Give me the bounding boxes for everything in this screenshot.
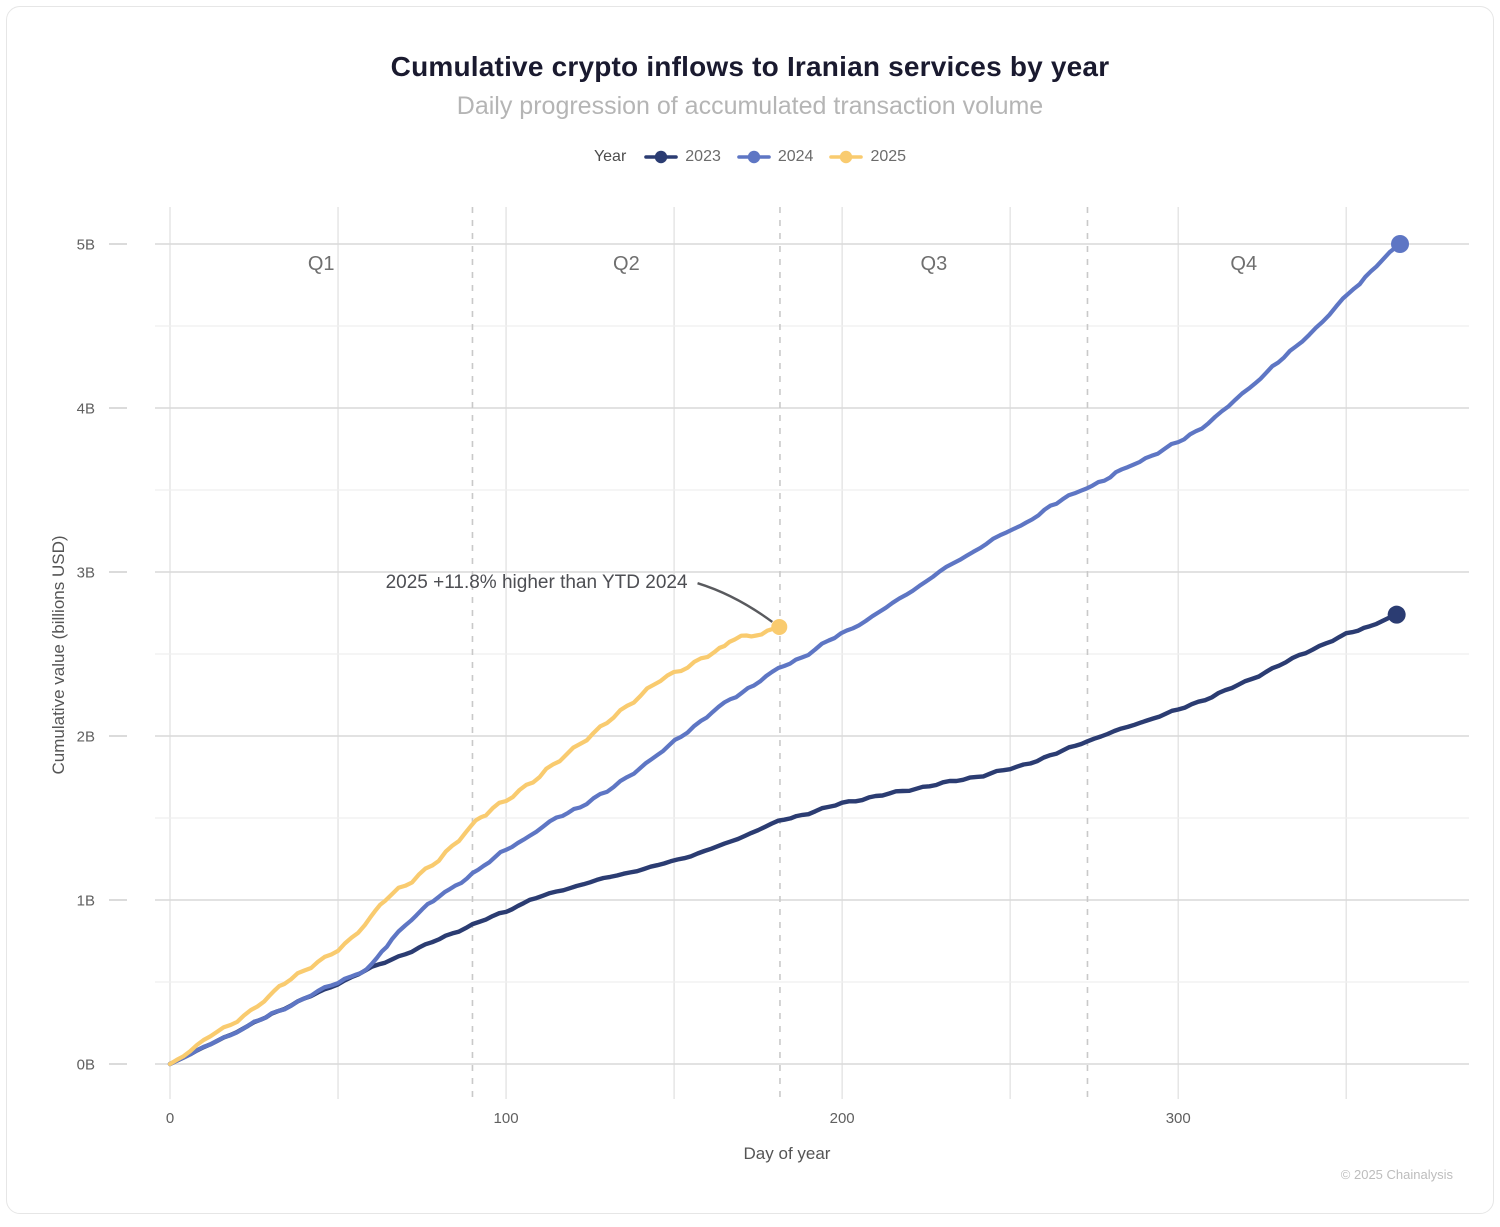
series-line-2024: [167, 241, 1403, 1067]
chart-title: Cumulative crypto inflows to Iranian ser…: [390, 51, 1110, 82]
legend-marker-icon: [829, 150, 864, 164]
legend-item-2025[interactable]: 2025: [829, 148, 906, 166]
chart-subtitle: Daily progression of accumulated transac…: [456, 92, 1044, 120]
legend-item-2024[interactable]: 2024: [737, 148, 814, 166]
legend-marker-icon: [644, 150, 679, 164]
quarter-label: Q2: [613, 253, 640, 275]
y-tick-label: 3B: [77, 565, 95, 582]
y-tick-label: 4B: [77, 401, 95, 418]
x-tick-label: 100: [494, 1110, 519, 1127]
legend-marker-icon: [737, 150, 771, 164]
legend-item-label: 2024: [777, 148, 814, 165]
annotation-connector-line: [697, 582, 774, 623]
chart-card: Cumulative crypto inflows to Iranian ser…: [6, 6, 1494, 1214]
quarter-label: Q3: [921, 253, 948, 275]
legend-items: 2023 2024 2025: [644, 148, 906, 166]
series-end-dot-2023: [1387, 605, 1406, 624]
x-tick-label: 0: [166, 1110, 174, 1127]
series-line-2025: [167, 624, 782, 1067]
series-line-2023: [167, 612, 1399, 1067]
quarter-label: Q4: [1230, 253, 1257, 275]
x-tick-label: 200: [830, 1110, 855, 1127]
y-tick-label: 1B: [77, 893, 95, 910]
y-tick-label: 5B: [77, 237, 95, 254]
legend-title: Year: [593, 148, 627, 165]
quarter-label: Q1: [308, 253, 335, 275]
legend-item-2023[interactable]: 2023: [644, 148, 721, 166]
legend-item-label: 2023: [685, 148, 721, 165]
x-axis-title: Day of year: [744, 1144, 831, 1163]
series-end-dot-2024: [1391, 235, 1410, 253]
series-end-dot-2025: [771, 618, 788, 635]
chart-plot: 0B 1B 2B 3B 4B 5B Q1 Q2 Q3 Q4 0 100 200 300 Day of yea…: [49, 207, 1469, 1163]
annotation-text: 2025 +11.8% higher than YTD 2024: [386, 572, 688, 593]
y-tick-label: 2B: [77, 729, 95, 746]
legend: Year 2023 2024 2025: [7, 148, 1493, 166]
y-axis-title: Cumulative value (billions USD): [49, 535, 68, 774]
copyright: © 2025 Chainalysis: [1340, 1167, 1453, 1182]
x-tick-label: 300: [1166, 1110, 1191, 1127]
legend-item-label: 2025: [870, 148, 907, 165]
y-tick-label: 0B: [77, 1057, 95, 1074]
